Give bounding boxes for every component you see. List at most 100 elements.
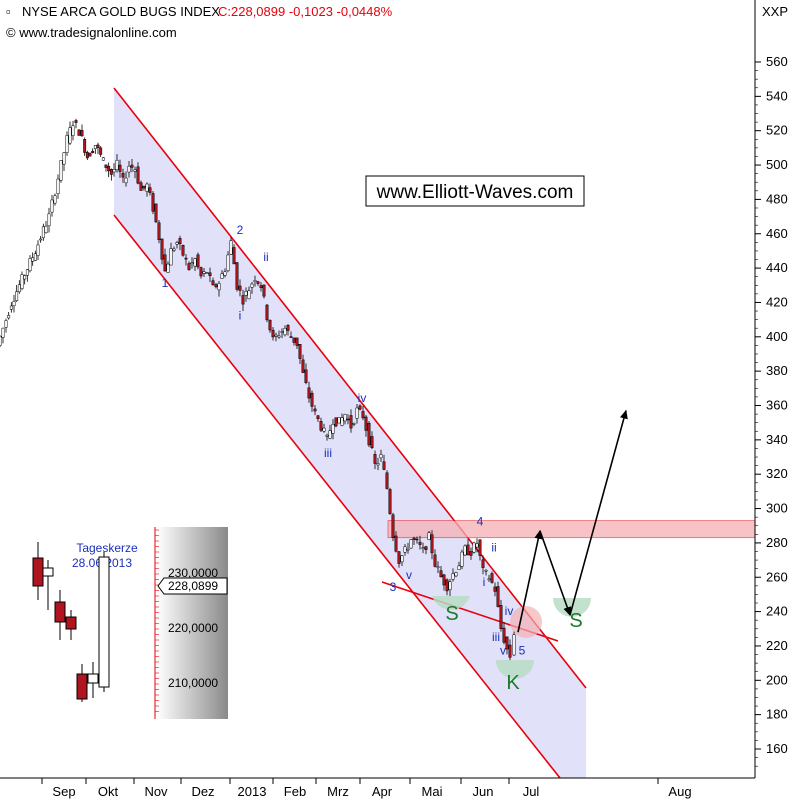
projection-path	[517, 409, 628, 633]
candle-body	[172, 248, 176, 251]
candle-body	[68, 127, 72, 144]
y-tick-label: 480	[766, 191, 788, 206]
candle-body	[493, 586, 497, 592]
y-tick-label: 560	[766, 54, 788, 69]
candle-body	[217, 283, 221, 291]
elliott-wave-label: iv	[505, 604, 514, 618]
candle-body	[466, 544, 470, 556]
candle-body	[145, 183, 149, 192]
candle-body	[361, 411, 365, 419]
candle-body	[418, 541, 422, 545]
candle-body	[469, 551, 473, 556]
candle-body	[121, 172, 125, 178]
candle-body	[20, 274, 24, 289]
candle-body	[445, 579, 449, 592]
candle-body	[385, 472, 389, 489]
candle-body	[400, 555, 404, 563]
candle-body	[39, 238, 43, 241]
candle-body	[41, 226, 45, 239]
x-tick-label: Jun	[473, 784, 494, 799]
y-tick-label: 540	[766, 88, 788, 103]
source-text: © www.tradesignalonline.com	[6, 25, 177, 40]
candle-body	[346, 418, 350, 421]
candle-body	[223, 271, 227, 276]
x-tick-label: Okt	[98, 784, 119, 799]
x-tick-label: Mrz	[327, 784, 349, 799]
candle-body	[232, 247, 236, 265]
inset-candle	[87, 673, 99, 684]
candle-body	[247, 290, 251, 300]
elliott-wave-label: ii	[491, 540, 496, 554]
candle-body	[334, 417, 338, 427]
candle-body	[292, 337, 296, 343]
candle-body	[460, 551, 464, 567]
candle-body	[436, 566, 440, 569]
candle-body	[148, 187, 152, 193]
y-tick-label: 460	[766, 226, 788, 241]
candle-body	[65, 135, 69, 153]
candle-body	[235, 262, 239, 290]
candle-body	[193, 258, 197, 267]
y-axis: 160 180 200 220 240 260 280 300 320 340 360 380 400 4…	[755, 54, 788, 767]
candle-body	[472, 542, 476, 553]
inset-candle	[76, 673, 88, 700]
candle-body	[33, 253, 37, 261]
candle-body	[130, 164, 134, 168]
candle-body	[313, 408, 317, 412]
elliott-wave-label: iii	[324, 446, 332, 460]
candle-body	[157, 222, 161, 241]
candle-body	[175, 242, 179, 245]
candle-body	[199, 267, 203, 277]
candle-body	[343, 414, 347, 422]
pattern-label: K	[506, 672, 520, 694]
candle-body	[430, 534, 434, 554]
y-tick-label: 200	[766, 672, 788, 687]
candle-body	[136, 166, 140, 184]
candle-body	[502, 627, 506, 643]
candle-body	[62, 152, 66, 165]
candle-body	[340, 417, 344, 426]
candle-body	[238, 285, 242, 291]
elliott-wave-label: i	[239, 309, 242, 323]
candle-body	[301, 359, 305, 373]
candle-body	[211, 280, 215, 286]
candle-body	[23, 275, 27, 280]
candle-body	[163, 254, 167, 272]
candle-body	[421, 547, 425, 549]
x-axis: Sep Okt Nov Dez 2013 Feb Mrz Apr Mai Jun Jul Aug	[41, 778, 692, 799]
candle-body	[0, 335, 2, 346]
candle-body	[109, 169, 113, 175]
candle-body	[352, 423, 356, 425]
inset-candle	[54, 601, 66, 623]
y-tick-label: 360	[766, 398, 788, 413]
candle-body	[202, 271, 206, 274]
candle-body	[457, 565, 461, 570]
y-tick-label: 240	[766, 604, 788, 619]
candle-body	[298, 344, 302, 359]
projection-arrow	[539, 530, 572, 616]
candle-body	[226, 254, 230, 272]
candle-body	[74, 120, 78, 123]
y-tick-label: 440	[766, 260, 788, 275]
candle-body	[508, 644, 512, 658]
quote-readout: C:228,0899 -0,1023 -0,0448%	[218, 4, 393, 19]
shoulder-arc	[432, 596, 470, 610]
chart-title: NYSE ARCA GOLD BUGS INDEX	[22, 4, 220, 19]
candle-body	[142, 185, 146, 189]
candle-body	[388, 489, 392, 514]
candle-body	[307, 387, 311, 399]
candle-body	[104, 164, 108, 168]
candle-body	[115, 159, 119, 171]
candle-body	[56, 178, 60, 194]
candle-body	[93, 145, 97, 149]
candle-body	[505, 636, 509, 650]
x-tick-label: Apr	[372, 784, 393, 799]
candle-body	[454, 572, 458, 577]
candle-body	[337, 417, 341, 424]
projection-arrow	[569, 409, 628, 616]
candle-body	[25, 269, 29, 276]
candle-body	[139, 182, 143, 191]
chart-title-square-icon: ▫	[6, 4, 11, 19]
projection-arrow	[517, 529, 543, 633]
